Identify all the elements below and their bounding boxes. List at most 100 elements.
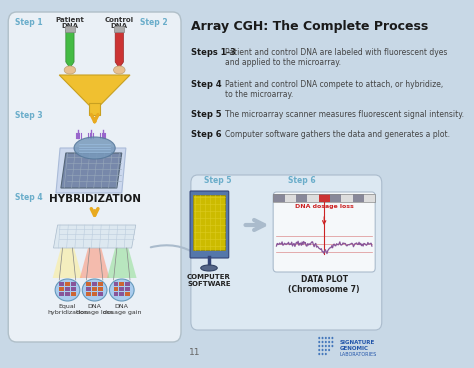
Circle shape — [318, 353, 320, 355]
Ellipse shape — [64, 66, 76, 74]
Bar — [98, 282, 103, 286]
Bar — [193, 195, 226, 250]
Circle shape — [321, 337, 324, 339]
Circle shape — [325, 337, 327, 339]
Circle shape — [321, 349, 324, 351]
Bar — [319, 194, 330, 202]
Circle shape — [325, 345, 327, 347]
Bar — [353, 194, 364, 202]
Polygon shape — [59, 75, 130, 105]
Bar — [98, 287, 103, 291]
Text: Step 6: Step 6 — [288, 176, 316, 185]
Circle shape — [318, 337, 320, 339]
FancyBboxPatch shape — [273, 192, 375, 272]
Ellipse shape — [201, 265, 217, 271]
Bar — [71, 282, 76, 286]
Bar — [92, 292, 97, 296]
Circle shape — [318, 349, 320, 351]
Text: Steps 1-3: Steps 1-3 — [191, 48, 236, 57]
Circle shape — [328, 349, 330, 351]
Text: SIGNATURE: SIGNATURE — [340, 340, 375, 345]
Text: Patient and control DNA are labeled with fluorescent dyes
and applied to the mic: Patient and control DNA are labeled with… — [226, 48, 448, 67]
Circle shape — [325, 353, 327, 355]
Bar — [59, 282, 64, 286]
Bar — [86, 287, 91, 291]
Bar — [114, 292, 118, 296]
Bar — [296, 194, 307, 202]
Text: Array CGH: The Complete Process: Array CGH: The Complete Process — [191, 20, 428, 33]
Circle shape — [325, 341, 327, 343]
Bar — [71, 292, 76, 296]
Circle shape — [321, 341, 324, 343]
Bar — [330, 194, 341, 202]
Text: Step 4: Step 4 — [191, 80, 221, 89]
Bar — [65, 282, 70, 286]
Text: Step 4: Step 4 — [15, 193, 43, 202]
Bar — [364, 194, 375, 202]
Bar — [119, 287, 124, 291]
Circle shape — [328, 341, 330, 343]
Bar — [71, 287, 76, 291]
Text: Patient: Patient — [55, 17, 84, 23]
Text: Step 2: Step 2 — [140, 18, 167, 27]
Bar — [89, 103, 100, 115]
FancyBboxPatch shape — [191, 175, 382, 330]
Ellipse shape — [55, 279, 80, 301]
Polygon shape — [61, 153, 122, 188]
Text: DNA: DNA — [62, 23, 78, 29]
Ellipse shape — [109, 279, 134, 301]
Text: Step 5: Step 5 — [191, 110, 221, 119]
Bar — [125, 282, 130, 286]
Circle shape — [331, 341, 333, 343]
Bar — [65, 26, 75, 32]
Bar — [307, 194, 319, 202]
Text: COMPUTER
SOFTWARE: COMPUTER SOFTWARE — [187, 274, 231, 287]
Text: DNA dosage loss: DNA dosage loss — [295, 204, 354, 209]
Circle shape — [328, 337, 330, 339]
Text: DATA PLOT
(Chromosome 7): DATA PLOT (Chromosome 7) — [288, 275, 360, 294]
Text: Computer software gathers the data and generates a plot.: Computer software gathers the data and g… — [226, 130, 450, 139]
Bar — [59, 292, 64, 296]
Polygon shape — [54, 225, 136, 248]
Circle shape — [331, 337, 333, 339]
Text: Control: Control — [105, 17, 134, 23]
Circle shape — [318, 341, 320, 343]
Ellipse shape — [82, 279, 107, 301]
Text: Step 5: Step 5 — [204, 176, 232, 185]
FancyBboxPatch shape — [8, 12, 181, 342]
Text: Step 6: Step 6 — [191, 130, 221, 139]
Bar — [125, 292, 130, 296]
Text: DNA
dosage gain: DNA dosage gain — [102, 304, 141, 315]
Polygon shape — [66, 30, 74, 68]
Bar — [273, 194, 284, 202]
Bar — [98, 292, 103, 296]
Text: LABORATORIES: LABORATORIES — [340, 352, 377, 357]
Bar — [92, 287, 97, 291]
Circle shape — [328, 345, 330, 347]
Text: GENOMIC: GENOMIC — [340, 346, 369, 351]
Polygon shape — [53, 248, 82, 278]
Bar — [86, 292, 91, 296]
Text: DNA
dosage loss: DNA dosage loss — [76, 304, 113, 315]
Polygon shape — [107, 248, 137, 278]
Text: DNA: DNA — [111, 23, 128, 29]
Circle shape — [318, 345, 320, 347]
Circle shape — [325, 349, 327, 351]
Bar — [119, 292, 124, 296]
Text: 11: 11 — [189, 348, 201, 357]
Text: Equal
hybridization: Equal hybridization — [47, 304, 88, 315]
Ellipse shape — [74, 137, 115, 159]
Bar — [65, 287, 70, 291]
Bar — [114, 26, 124, 32]
Ellipse shape — [114, 66, 125, 74]
Bar — [273, 194, 375, 202]
Bar — [86, 282, 91, 286]
Text: The microarray scanner measures fluorescent signal intensity.: The microarray scanner measures fluoresc… — [226, 110, 465, 119]
Polygon shape — [56, 148, 126, 193]
Bar — [114, 287, 118, 291]
Bar — [65, 292, 70, 296]
Polygon shape — [115, 30, 123, 68]
Text: HYBRIDIZATION: HYBRIDIZATION — [49, 194, 141, 204]
Bar — [284, 194, 296, 202]
Polygon shape — [80, 248, 109, 278]
